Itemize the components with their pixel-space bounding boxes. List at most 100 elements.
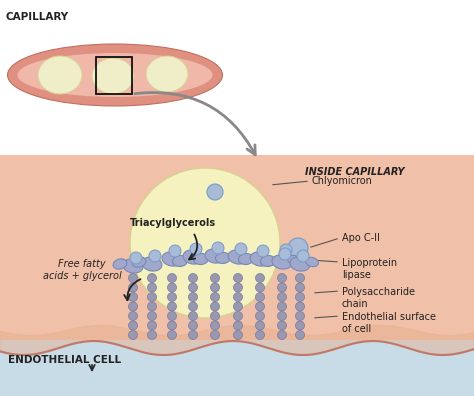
Circle shape (255, 331, 264, 339)
Ellipse shape (18, 53, 212, 97)
Ellipse shape (173, 255, 188, 267)
Circle shape (130, 168, 280, 318)
Ellipse shape (132, 257, 146, 267)
Circle shape (147, 283, 156, 292)
Circle shape (277, 312, 286, 320)
Circle shape (255, 283, 264, 292)
Circle shape (210, 312, 219, 320)
Circle shape (255, 274, 264, 282)
Circle shape (167, 302, 176, 311)
Circle shape (190, 243, 202, 255)
Circle shape (277, 283, 286, 292)
Circle shape (210, 302, 219, 311)
Circle shape (295, 283, 304, 292)
Circle shape (295, 312, 304, 320)
Circle shape (277, 302, 286, 311)
Circle shape (295, 293, 304, 301)
Circle shape (147, 293, 156, 301)
Circle shape (234, 274, 243, 282)
Ellipse shape (306, 257, 319, 267)
Text: Chlyomicron: Chlyomicron (312, 176, 373, 186)
Circle shape (189, 331, 198, 339)
Circle shape (297, 250, 309, 262)
Text: Endothelial surface
of cell: Endothelial surface of cell (342, 312, 436, 333)
Circle shape (210, 331, 219, 339)
Circle shape (147, 274, 156, 282)
Circle shape (167, 331, 176, 339)
Ellipse shape (228, 250, 248, 264)
Circle shape (189, 293, 198, 301)
Circle shape (207, 184, 223, 200)
Bar (0, 155, 474, 396)
Ellipse shape (38, 56, 82, 94)
Circle shape (212, 242, 224, 254)
Ellipse shape (123, 259, 143, 273)
Circle shape (257, 245, 269, 257)
Circle shape (234, 293, 243, 301)
Bar (96, 57, 132, 94)
Circle shape (234, 321, 243, 330)
Circle shape (167, 274, 176, 282)
Circle shape (210, 274, 219, 282)
Circle shape (277, 274, 286, 282)
Circle shape (210, 293, 219, 301)
Circle shape (295, 274, 304, 282)
Circle shape (128, 331, 137, 339)
Circle shape (255, 293, 264, 301)
Ellipse shape (205, 249, 225, 263)
Text: ENDOTHELIAL CELL: ENDOTHELIAL CELL (8, 355, 121, 365)
Circle shape (128, 312, 137, 320)
Text: Free fatty
acids + glycerol: Free fatty acids + glycerol (43, 259, 121, 281)
Circle shape (128, 321, 137, 330)
Circle shape (234, 331, 243, 339)
Circle shape (128, 293, 137, 301)
Circle shape (210, 283, 219, 292)
Ellipse shape (238, 253, 254, 265)
Circle shape (235, 243, 247, 255)
Ellipse shape (272, 255, 292, 269)
Circle shape (255, 321, 264, 330)
Circle shape (295, 302, 304, 311)
Ellipse shape (146, 56, 188, 92)
Circle shape (277, 321, 286, 330)
Circle shape (167, 321, 176, 330)
Circle shape (189, 302, 198, 311)
Ellipse shape (290, 257, 310, 271)
Circle shape (147, 331, 156, 339)
Circle shape (279, 248, 291, 260)
Text: CAPILLARY: CAPILLARY (6, 12, 69, 22)
Ellipse shape (183, 250, 203, 264)
Circle shape (288, 238, 308, 258)
Circle shape (234, 312, 243, 320)
Circle shape (255, 312, 264, 320)
Circle shape (210, 321, 219, 330)
Circle shape (167, 283, 176, 292)
Ellipse shape (92, 58, 134, 94)
Ellipse shape (113, 259, 127, 269)
Ellipse shape (250, 252, 270, 266)
Circle shape (167, 312, 176, 320)
Circle shape (234, 302, 243, 311)
Text: Polysaccharide
chain: Polysaccharide chain (342, 287, 415, 308)
Circle shape (130, 252, 142, 264)
Circle shape (277, 293, 286, 301)
Circle shape (169, 245, 181, 257)
Circle shape (147, 321, 156, 330)
Text: Apo C-II: Apo C-II (342, 233, 380, 243)
Circle shape (295, 321, 304, 330)
Circle shape (189, 321, 198, 330)
Circle shape (189, 312, 198, 320)
Ellipse shape (193, 253, 209, 265)
Bar (0, 340, 474, 396)
Circle shape (147, 312, 156, 320)
Ellipse shape (216, 253, 230, 263)
Circle shape (128, 302, 137, 311)
Circle shape (280, 244, 292, 256)
Text: Lipoprotein
lipase: Lipoprotein lipase (342, 258, 397, 280)
Ellipse shape (8, 44, 222, 106)
Ellipse shape (162, 252, 182, 266)
Circle shape (128, 274, 137, 282)
Text: Triacylglycerols: Triacylglycerols (130, 218, 216, 228)
Circle shape (189, 274, 198, 282)
Circle shape (255, 302, 264, 311)
